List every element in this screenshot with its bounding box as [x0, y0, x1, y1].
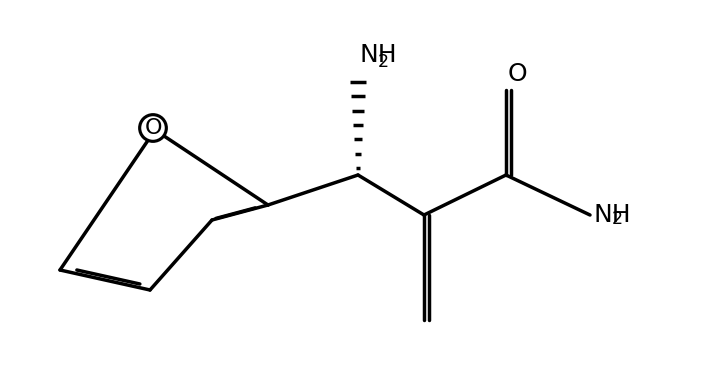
Text: O: O — [145, 118, 162, 138]
Text: NH: NH — [594, 203, 632, 227]
Text: O: O — [508, 62, 528, 86]
Text: NH: NH — [360, 43, 397, 67]
Text: 2: 2 — [612, 210, 623, 228]
Text: 2: 2 — [378, 53, 389, 71]
